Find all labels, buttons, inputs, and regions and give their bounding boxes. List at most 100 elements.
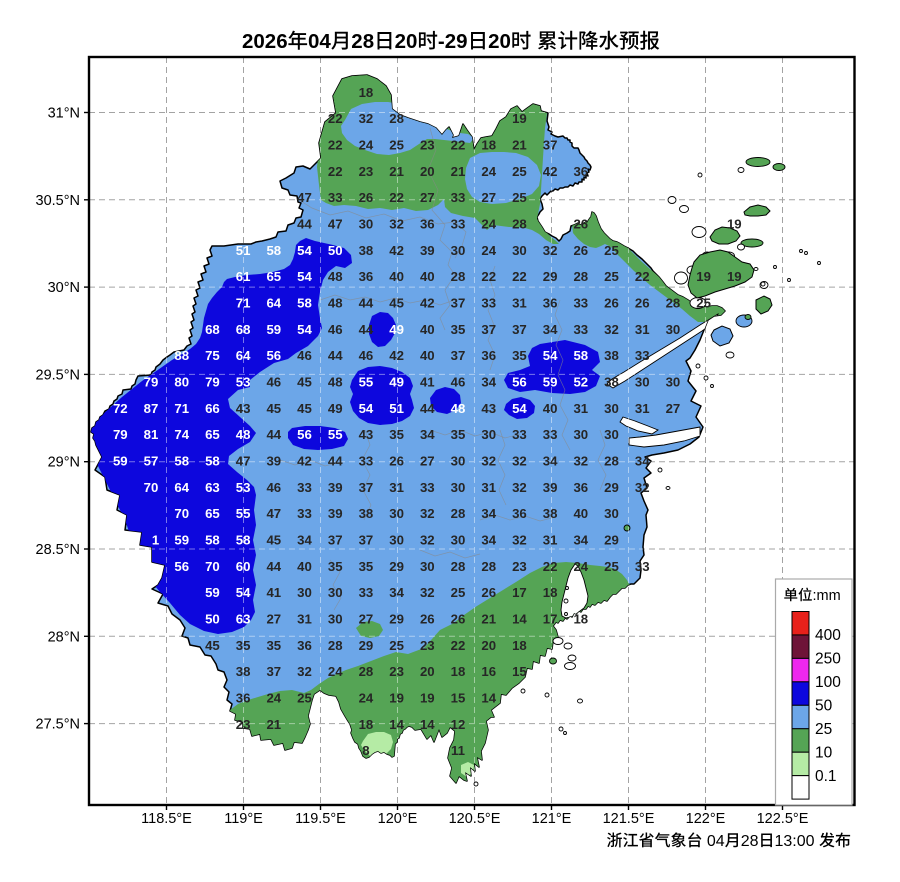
svg-text:36: 36 — [420, 217, 435, 232]
svg-text:30: 30 — [297, 585, 312, 600]
svg-text:20: 20 — [481, 638, 496, 653]
svg-text:22: 22 — [451, 638, 466, 653]
svg-text:28: 28 — [389, 111, 404, 126]
svg-text:54: 54 — [543, 348, 558, 363]
svg-text:35: 35 — [266, 638, 281, 653]
svg-text:30: 30 — [420, 559, 435, 574]
svg-text:30: 30 — [635, 375, 650, 390]
svg-text:27: 27 — [266, 612, 281, 627]
svg-text:50: 50 — [328, 243, 343, 258]
svg-text:19: 19 — [512, 111, 527, 126]
svg-text:26: 26 — [389, 454, 404, 469]
svg-text:250: 250 — [815, 651, 841, 668]
svg-text:30: 30 — [389, 533, 404, 548]
svg-text:13:00: 13:00 — [775, 833, 815, 850]
svg-text:70: 70 — [205, 559, 220, 574]
svg-text:70: 70 — [174, 506, 189, 521]
svg-text:44: 44 — [266, 427, 281, 442]
svg-text:19: 19 — [420, 691, 435, 706]
svg-text:32: 32 — [389, 217, 404, 232]
svg-text:24: 24 — [328, 664, 343, 679]
svg-text:34: 34 — [543, 322, 558, 337]
svg-text:30.5°N: 30.5°N — [36, 193, 81, 209]
svg-text:36: 36 — [573, 164, 588, 179]
svg-text:22: 22 — [328, 138, 343, 153]
svg-text:26: 26 — [573, 217, 588, 232]
svg-text:27: 27 — [420, 190, 435, 205]
svg-text:30: 30 — [451, 480, 466, 495]
svg-text:48: 48 — [328, 296, 343, 311]
svg-text:10: 10 — [815, 744, 833, 761]
svg-text:120°E: 120°E — [378, 811, 418, 827]
svg-text:35: 35 — [359, 559, 374, 574]
svg-text:25: 25 — [696, 296, 711, 311]
svg-text:47: 47 — [328, 217, 343, 232]
svg-text:26: 26 — [420, 612, 435, 627]
svg-text:79: 79 — [113, 427, 128, 442]
svg-text:71: 71 — [174, 401, 189, 416]
svg-text:45: 45 — [266, 533, 281, 548]
svg-text:27: 27 — [420, 454, 435, 469]
svg-text:32: 32 — [512, 533, 527, 548]
svg-text:39: 39 — [420, 243, 435, 258]
svg-text:38: 38 — [359, 243, 374, 258]
svg-text:118.5°E: 118.5°E — [141, 811, 192, 827]
svg-text:36: 36 — [573, 480, 588, 495]
svg-text:24: 24 — [266, 691, 281, 706]
svg-text:120.5°E: 120.5°E — [449, 811, 501, 827]
svg-text:33: 33 — [359, 585, 374, 600]
svg-text:25: 25 — [451, 585, 466, 600]
svg-text:31: 31 — [512, 296, 527, 311]
svg-text:29: 29 — [604, 533, 619, 548]
svg-text:34: 34 — [481, 506, 496, 521]
svg-text:32: 32 — [573, 454, 588, 469]
svg-text:37: 37 — [359, 533, 374, 548]
svg-text:33: 33 — [451, 217, 466, 232]
svg-text:34: 34 — [543, 454, 558, 469]
svg-text:28: 28 — [351, 30, 374, 53]
svg-text::mm: :mm — [813, 588, 841, 604]
svg-text:58: 58 — [174, 454, 189, 469]
svg-text:55: 55 — [359, 375, 374, 390]
svg-text:31: 31 — [543, 533, 558, 548]
svg-text:29: 29 — [359, 638, 374, 653]
svg-text:24: 24 — [481, 243, 496, 258]
svg-text:46: 46 — [359, 348, 374, 363]
svg-text:35: 35 — [236, 638, 251, 653]
svg-text:59: 59 — [205, 585, 220, 600]
svg-text:22: 22 — [389, 190, 404, 205]
svg-text:33: 33 — [481, 296, 496, 311]
svg-text:37: 37 — [512, 322, 527, 337]
svg-text:33: 33 — [359, 454, 374, 469]
svg-text:-29: -29 — [438, 30, 468, 53]
svg-text:33: 33 — [573, 322, 588, 337]
svg-text:28: 28 — [512, 217, 527, 232]
svg-text:20: 20 — [420, 664, 435, 679]
svg-text:18: 18 — [573, 612, 588, 627]
svg-text:58: 58 — [573, 348, 588, 363]
svg-text:44: 44 — [420, 401, 435, 416]
svg-text:12: 12 — [451, 717, 466, 732]
svg-text:24: 24 — [359, 138, 374, 153]
svg-text:35: 35 — [451, 427, 466, 442]
svg-text:30: 30 — [512, 243, 527, 258]
svg-text:30: 30 — [359, 217, 374, 232]
svg-text:37: 37 — [359, 480, 374, 495]
svg-text:72: 72 — [113, 401, 128, 416]
svg-text:47: 47 — [236, 454, 251, 469]
svg-text:27: 27 — [666, 401, 681, 416]
svg-text:33: 33 — [328, 190, 343, 205]
svg-text:45: 45 — [297, 375, 312, 390]
svg-text:64: 64 — [266, 296, 281, 311]
svg-text:14: 14 — [512, 612, 527, 627]
svg-text:31: 31 — [573, 401, 588, 416]
svg-text:64: 64 — [236, 348, 251, 363]
svg-text:34: 34 — [297, 533, 312, 548]
svg-text:43: 43 — [481, 401, 496, 416]
svg-text:33: 33 — [543, 427, 558, 442]
svg-text:33: 33 — [635, 348, 650, 363]
svg-text:36: 36 — [359, 269, 374, 284]
svg-text:65: 65 — [205, 506, 220, 521]
svg-text:32: 32 — [359, 111, 374, 126]
svg-text:65: 65 — [266, 269, 281, 284]
